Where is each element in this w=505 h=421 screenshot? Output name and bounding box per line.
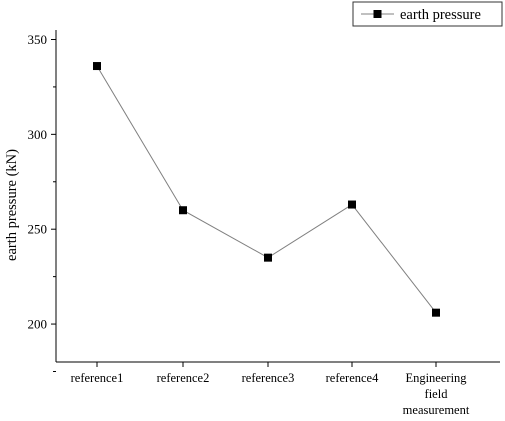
y-tick-label: 200 bbox=[28, 317, 48, 332]
x-tick-label: reference1 bbox=[71, 371, 124, 385]
series-line bbox=[96, 65, 437, 313]
y-axis-label: earth pressure (kN) bbox=[4, 149, 20, 261]
y-tick-label: 250 bbox=[28, 222, 48, 237]
x-tick-label: reference4 bbox=[326, 371, 379, 385]
x-tick-label: reference2 bbox=[157, 371, 210, 385]
legend: earth pressure bbox=[352, 1, 503, 27]
legend-entry-earth-pressure: earth pressure bbox=[400, 7, 481, 23]
axes bbox=[55, 30, 500, 363]
data-point bbox=[348, 200, 356, 209]
x-ticks: reference1 reference2 reference3 reference4… bbox=[71, 362, 470, 417]
data-point bbox=[93, 62, 101, 71]
legend-marker bbox=[373, 10, 382, 18]
series-earth-pressure bbox=[93, 62, 440, 317]
x-tick-label: reference3 bbox=[242, 371, 295, 385]
y-tick-label: 350 bbox=[28, 32, 48, 47]
x-tick-label: Engineering field measurement bbox=[403, 371, 470, 417]
data-point bbox=[179, 206, 187, 215]
data-point bbox=[432, 308, 440, 317]
data-point bbox=[264, 253, 272, 262]
y-ticks: 200 250 300 350 bbox=[28, 32, 56, 372]
y-tick-label: 300 bbox=[28, 127, 48, 142]
